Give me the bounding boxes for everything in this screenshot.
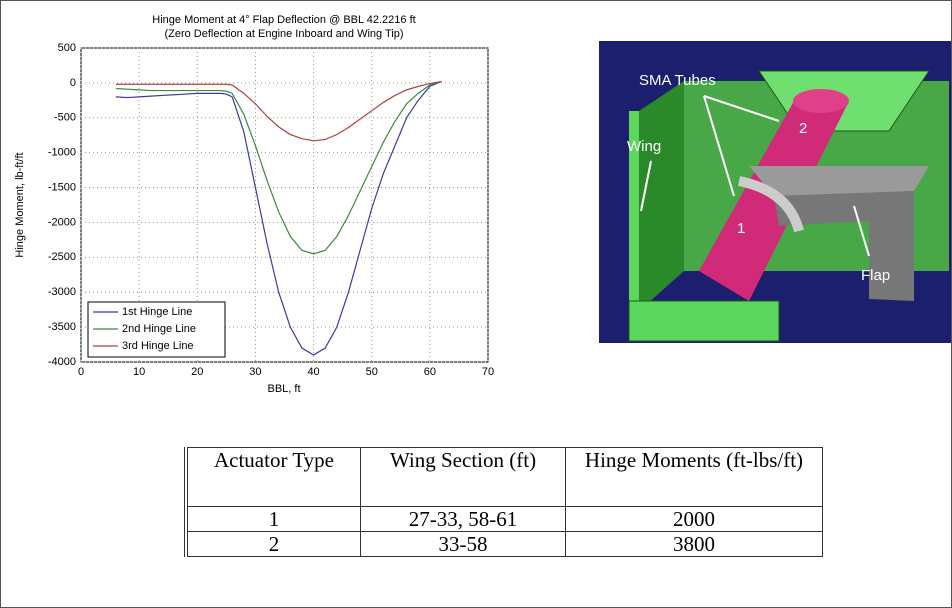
label: 1 (737, 220, 745, 237)
x-tick-label: 20 (191, 366, 203, 378)
legend-label: 1st Hinge Line (122, 306, 192, 318)
wing-inner (639, 81, 684, 311)
chart-subtitle: (Zero Deflection at Engine Inboard and W… (164, 28, 403, 40)
x-tick-label: 60 (424, 366, 436, 378)
label: SMA Tubes (639, 72, 716, 89)
y-tick-label: -2500 (48, 251, 76, 263)
x-tick-label: 10 (133, 366, 145, 378)
x-axis-label: BBL, ft (267, 383, 300, 395)
x-tick-label: 30 (249, 366, 261, 378)
y-tick-label: -2000 (48, 216, 76, 228)
legend-label: 2nd Hinge Line (122, 323, 196, 335)
label: Wing (627, 138, 661, 155)
tube-end (793, 89, 849, 113)
x-tick-label: 0 (78, 366, 84, 378)
y-tick-label: -4000 (48, 356, 76, 368)
table: Actuator Type Wing Section (ft) Hinge Mo… (184, 447, 823, 557)
chart: Hinge Moment at 4° Flap Deflection @ BBL… (1, 1, 501, 401)
y-tick-label: -3000 (48, 286, 76, 298)
y-tick-label: -1500 (48, 181, 76, 193)
cell: 1 (186, 507, 361, 532)
x-tick-label: 70 (482, 366, 494, 378)
y-axis-label: Hinge Moment, lb-ft/ft (14, 152, 26, 257)
y-tick-label: 500 (58, 42, 76, 54)
illustration: SMA Tubes Wing Flap 1 2 (599, 41, 952, 343)
label: 2 (799, 120, 807, 137)
cell: 3800 (566, 532, 823, 557)
header-cell: Hinge Moments (ft-lbs/ft) (566, 448, 823, 507)
header-cell: Wing Section (ft) (361, 448, 566, 507)
x-tick-label: 50 (366, 366, 378, 378)
label: Flap (861, 267, 890, 284)
cell: 33-58 (361, 532, 566, 557)
x-tick-label: 40 (307, 366, 319, 378)
y-tick-label: -500 (54, 112, 76, 124)
page: Hinge Moment at 4° Flap Deflection @ BBL… (0, 0, 952, 608)
cell: 27-33, 58-61 (361, 507, 566, 532)
legend-label: 3rd Hinge Line (122, 340, 194, 352)
cell: 2000 (566, 507, 823, 532)
header-cell: Actuator Type (186, 448, 361, 507)
y-tick-label: -3500 (48, 321, 76, 333)
y-tick-label: -1000 (48, 147, 76, 159)
cell: 2 (186, 532, 361, 557)
wing-bottom (629, 301, 779, 341)
chart-title: Hinge Moment at 4° Flap Deflection @ BBL… (152, 14, 415, 26)
y-tick-label: 0 (70, 77, 76, 89)
